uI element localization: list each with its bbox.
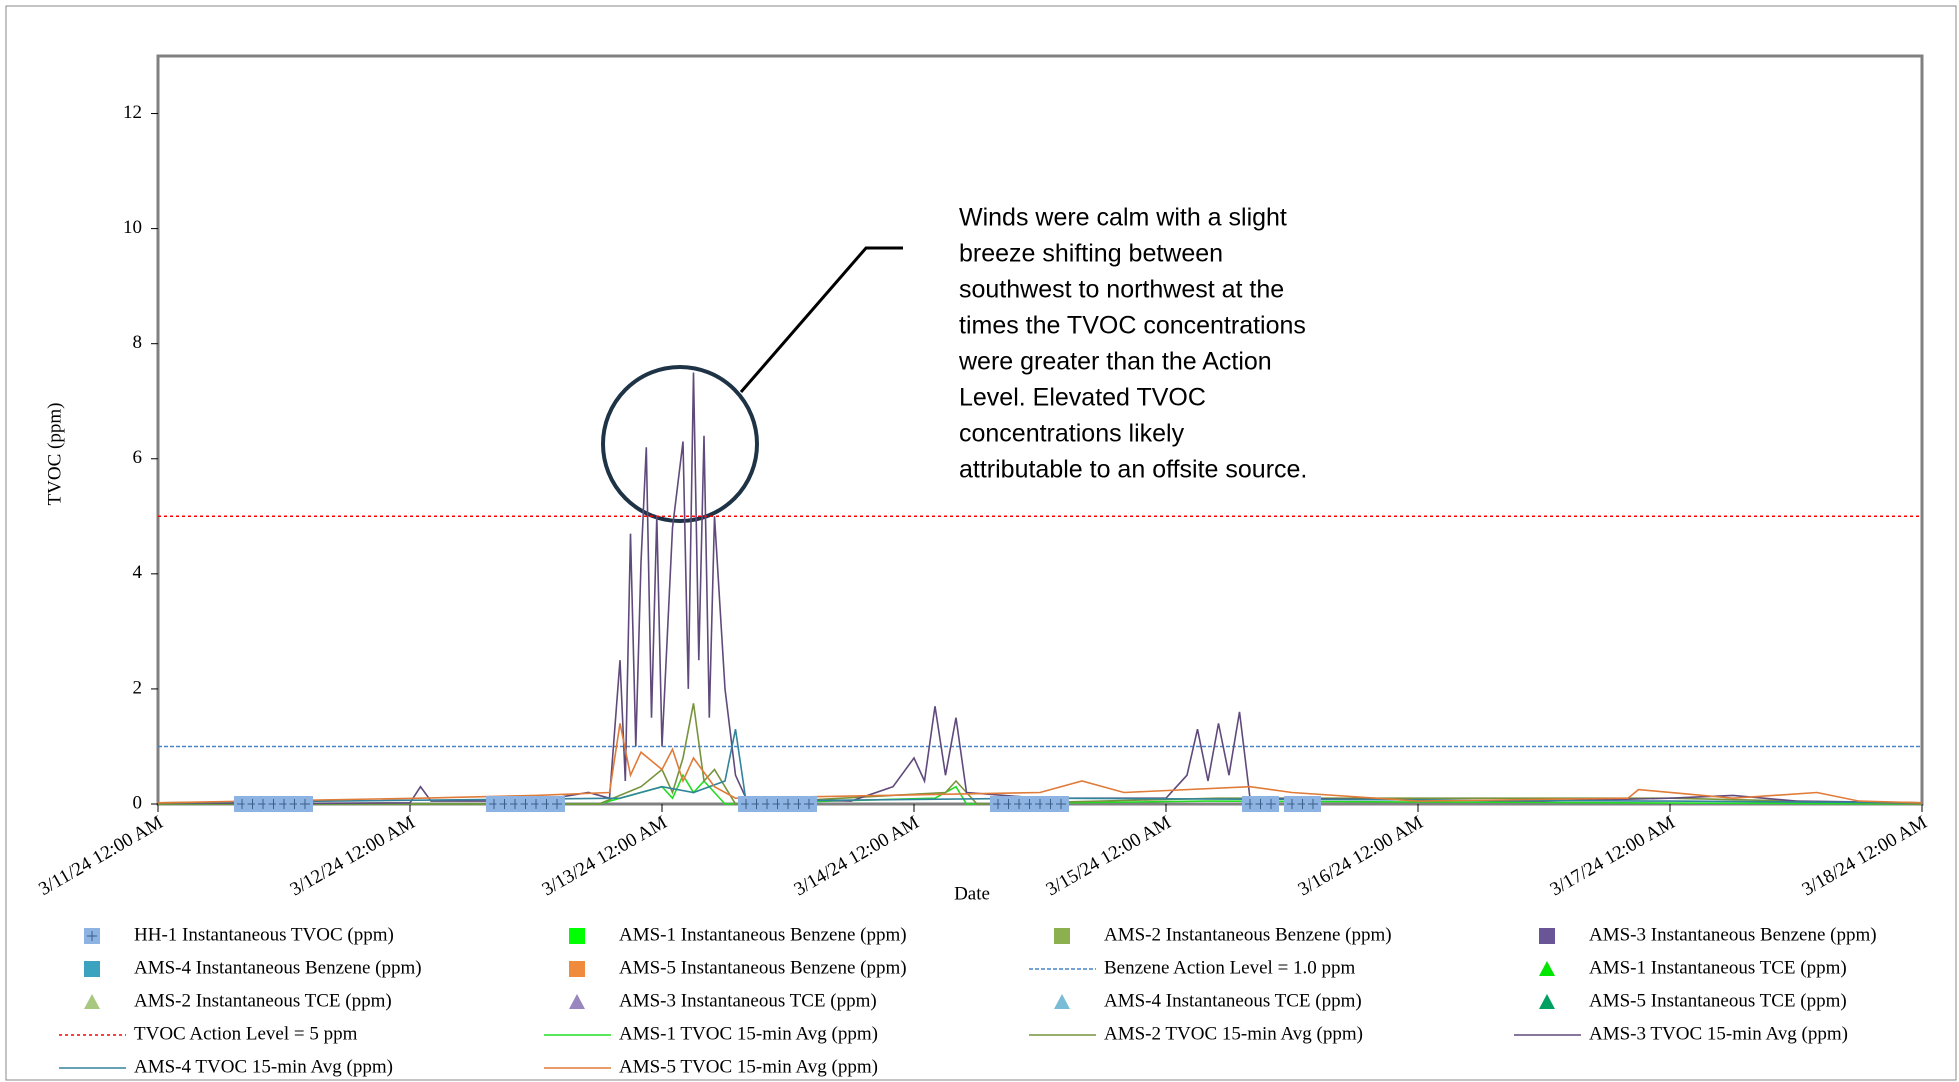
legend-label: AMS-1 Instantaneous TCE (ppm) [1589,957,1847,978]
y-tick-label: 2 [133,677,143,698]
legend-symbol [569,994,585,1009]
annotation-line: Level. Elevated TVOC [959,384,1206,412]
legend-label: AMS-5 Instantaneous Benzene (ppm) [619,957,907,978]
legend-label: HH-1 Instantaneous TVOC (ppm) [134,924,394,945]
legend-symbol [1539,994,1555,1009]
legend-label: AMS-2 Instantaneous TCE (ppm) [134,990,392,1011]
legend-symbol [1539,961,1555,976]
page-frame [5,5,1957,1081]
y-tick-label: 10 [123,217,142,238]
legend-symbol [84,994,100,1009]
x-axis-label: Date [954,883,990,904]
annotation-line: concentrations likely [959,420,1185,448]
y-tick-label: 6 [133,447,143,468]
y-tick-label: 12 [123,102,142,123]
marker [801,796,817,812]
y-tick-label: 0 [133,792,143,813]
annotation-line: were greater than the Action [958,348,1272,376]
series-line [157,729,1923,804]
marker [297,796,313,812]
y-tick-label: 8 [133,332,143,353]
annotation-line: times the TVOC concentrations [959,312,1306,340]
marker-box [1054,928,1070,944]
legend-label: AMS-3 Instantaneous Benzene (ppm) [1589,924,1877,945]
legend-label: AMS-3 TVOC 15-min Avg (ppm) [1589,1023,1848,1044]
series-line [157,372,1923,805]
callout-circle [601,365,759,523]
legend-symbol [1539,928,1555,944]
legend-symbol [569,961,585,977]
marker-box [1539,928,1555,944]
y-axis-label: TVOC (ppm) [44,403,65,506]
marker [1305,796,1321,812]
series-line [158,703,1923,805]
legend-label: AMS-1 Instantaneous Benzene (ppm) [619,924,907,945]
legend-symbol [1054,994,1070,1009]
legend-label: Benzene Action Level = 1.0 ppm [1104,957,1356,978]
annotation-line: attributable to an offsite source. [959,456,1307,484]
legend-symbol [84,928,100,944]
legend-label: AMS-4 Instantaneous TCE (ppm) [1104,990,1362,1011]
annotation-line: Winds were calm with a slight [959,204,1287,232]
annotation-line: southwest to northwest at the [959,276,1284,304]
legend-label: AMS-3 Instantaneous TCE (ppm) [619,990,877,1011]
y-tick-label: 4 [133,562,143,583]
marker [1263,796,1279,812]
legend-label: AMS-1 TVOC 15-min Avg (ppm) [619,1023,878,1044]
marker [1053,796,1069,812]
legend-symbol [84,961,100,977]
legend-label: AMS-2 Instantaneous Benzene (ppm) [1104,924,1392,945]
marker-box [569,961,585,977]
series-line [157,723,1923,804]
marker-box [84,961,100,977]
legend-label: TVOC Action Level = 5 ppm [134,1023,358,1044]
legend-symbol [569,928,585,944]
marker-box [569,928,585,944]
legend-label: AMS-5 TVOC 15-min Avg (ppm) [619,1056,878,1077]
annotation-line: breeze shifting between [959,240,1223,268]
callout-line [739,246,903,393]
legend-label: AMS-5 Instantaneous TCE (ppm) [1589,990,1847,1011]
legend-label: AMS-4 TVOC 15-min Avg (ppm) [134,1056,393,1077]
legend-label: AMS-4 Instantaneous Benzene (ppm) [134,957,422,978]
legend-symbol [1054,928,1070,944]
marker [549,796,565,812]
legend-label: AMS-2 TVOC 15-min Avg (ppm) [1104,1023,1363,1044]
